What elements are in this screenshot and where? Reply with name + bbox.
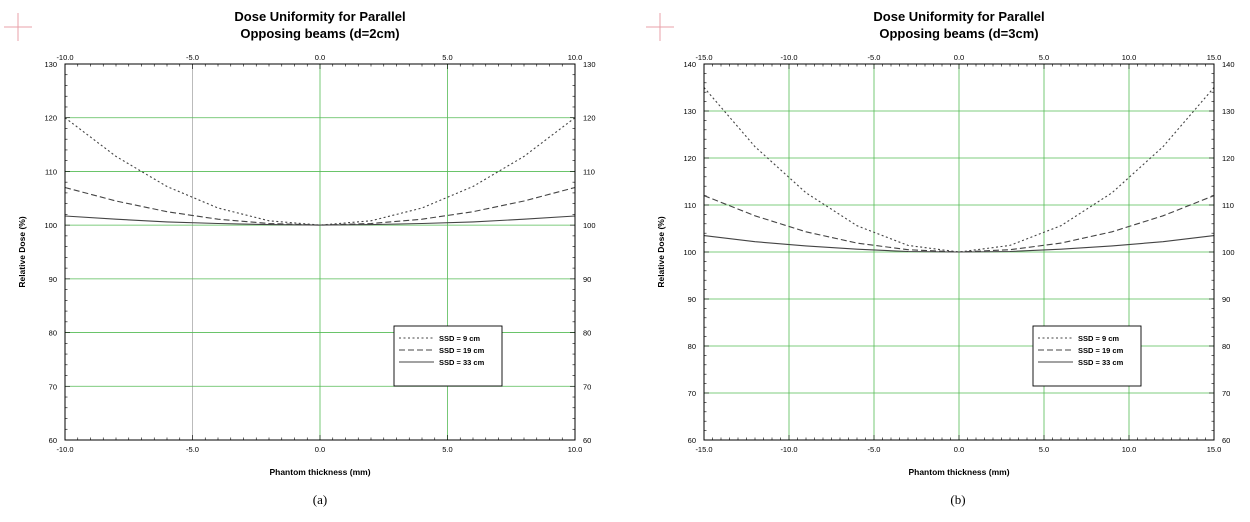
y-tick-label-right: 120 bbox=[1222, 154, 1235, 163]
x-tick-label-top: 0.0 bbox=[315, 53, 325, 62]
y-tick-label-left: 120 bbox=[44, 114, 57, 123]
chart-subtitle: Opposing beams (d=2cm) bbox=[240, 26, 399, 41]
plot-frame bbox=[703, 63, 1215, 441]
x-tick-label-bottom: 0.0 bbox=[315, 445, 325, 454]
y-tick-label-left: 100 bbox=[44, 221, 57, 230]
y-tick-label-left: 60 bbox=[688, 436, 696, 445]
legend-box bbox=[1032, 325, 1142, 387]
series-line-dotted bbox=[64, 117, 576, 226]
x-tick-label-top: 10.0 bbox=[568, 53, 583, 62]
x-tick-label-bottom: -5.0 bbox=[868, 445, 881, 454]
y-tick-label-right: 90 bbox=[1222, 295, 1230, 304]
x-tick-label-bottom: -10.0 bbox=[780, 445, 797, 454]
y-tick-label-right: 60 bbox=[583, 436, 591, 445]
y-tick-label-left: 140 bbox=[683, 60, 696, 69]
y-tick-label-right: 100 bbox=[583, 221, 596, 230]
y-tick-label-left: 60 bbox=[49, 436, 57, 445]
y-tick-label-right: 80 bbox=[583, 329, 591, 338]
x-tick-label-bottom: 10.0 bbox=[568, 445, 583, 454]
y-tick-label-right: 110 bbox=[1222, 201, 1234, 210]
plot-frame bbox=[64, 63, 576, 441]
y-tick-label-right: 130 bbox=[583, 60, 596, 69]
x-tick-label-top: -5.0 bbox=[868, 53, 881, 62]
legend-label: SSD = 9 cm bbox=[1078, 334, 1119, 343]
y-tick-label-left: 110 bbox=[45, 167, 57, 176]
series-line-solid bbox=[703, 235, 1215, 253]
x-tick-label-bottom: 0.0 bbox=[954, 445, 964, 454]
y-tick-label-left: 90 bbox=[49, 275, 57, 284]
chart-b: Dose Uniformity for Parallel Opposing bea… bbox=[646, 9, 1235, 507]
y-axis-label: Relative Dose (%) bbox=[17, 216, 27, 287]
x-tick-label-top: -10.0 bbox=[56, 53, 73, 62]
legend-label: SSD = 33 cm bbox=[439, 358, 485, 367]
x-tick-label-bottom: 5.0 bbox=[1039, 445, 1049, 454]
x-tick-label-top: 0.0 bbox=[954, 53, 964, 62]
y-tick-label-left: 130 bbox=[44, 60, 57, 69]
y-tick-label-left: 110 bbox=[684, 201, 696, 210]
x-tick-label-bottom: 10.0 bbox=[1122, 445, 1137, 454]
y-tick-label-right: 100 bbox=[1222, 248, 1235, 257]
y-tick-label-right: 110 bbox=[583, 167, 595, 176]
y-tick-label-left: 80 bbox=[49, 329, 57, 338]
chart-a: Dose Uniformity for Parallel Opposing bea… bbox=[4, 9, 596, 507]
y-tick-label-right: 80 bbox=[1222, 342, 1230, 351]
legend-label: SSD = 9 cm bbox=[439, 334, 480, 343]
y-tick-label-left: 90 bbox=[688, 295, 696, 304]
x-tick-label-top: -15.0 bbox=[695, 53, 712, 62]
x-tick-label-top: 15.0 bbox=[1207, 53, 1222, 62]
y-tick-label-left: 130 bbox=[683, 107, 696, 116]
y-tick-label-left: 100 bbox=[683, 248, 696, 257]
y-tick-label-right: 120 bbox=[583, 114, 596, 123]
legend-label: SSD = 33 cm bbox=[1078, 358, 1124, 367]
y-tick-label-right: 70 bbox=[583, 382, 591, 391]
chart-title: Dose Uniformity for Parallel bbox=[234, 9, 405, 24]
x-tick-label-bottom: 15.0 bbox=[1207, 445, 1222, 454]
y-tick-label-right: 90 bbox=[583, 275, 591, 284]
y-tick-label-right: 140 bbox=[1222, 60, 1235, 69]
x-axis-label: Phantom thickness (mm) bbox=[269, 467, 370, 477]
legend-box bbox=[393, 325, 503, 387]
x-tick-label-bottom: -10.0 bbox=[56, 445, 73, 454]
chart-subtitle: Opposing beams (d=3cm) bbox=[879, 26, 1038, 41]
y-tick-label-right: 130 bbox=[1222, 107, 1235, 116]
y-axis-label: Relative Dose (%) bbox=[656, 216, 666, 287]
x-tick-label-bottom: -15.0 bbox=[695, 445, 712, 454]
y-tick-label-left: 120 bbox=[683, 154, 696, 163]
x-tick-label-top: -10.0 bbox=[780, 53, 797, 62]
y-tick-label-left: 70 bbox=[688, 389, 696, 398]
x-tick-label-bottom: -5.0 bbox=[186, 445, 199, 454]
x-tick-label-top: -5.0 bbox=[186, 53, 199, 62]
x-tick-label-top: 5.0 bbox=[1039, 53, 1049, 62]
x-tick-label-top: 10.0 bbox=[1122, 53, 1137, 62]
y-tick-label-left: 80 bbox=[688, 342, 696, 351]
figure-caption: (a) bbox=[313, 492, 327, 507]
figure-caption: (b) bbox=[950, 492, 965, 507]
series-line-solid bbox=[64, 215, 576, 226]
y-tick-label-right: 70 bbox=[1222, 389, 1230, 398]
y-tick-label-left: 70 bbox=[49, 382, 57, 391]
y-tick-label-right: 60 bbox=[1222, 436, 1230, 445]
legend-label: SSD = 19 cm bbox=[1078, 346, 1124, 355]
chart-title: Dose Uniformity for Parallel bbox=[873, 9, 1044, 24]
x-axis-label: Phantom thickness (mm) bbox=[908, 467, 1009, 477]
x-tick-label-bottom: 5.0 bbox=[442, 445, 452, 454]
legend-label: SSD = 19 cm bbox=[439, 346, 485, 355]
x-tick-label-top: 5.0 bbox=[442, 53, 452, 62]
